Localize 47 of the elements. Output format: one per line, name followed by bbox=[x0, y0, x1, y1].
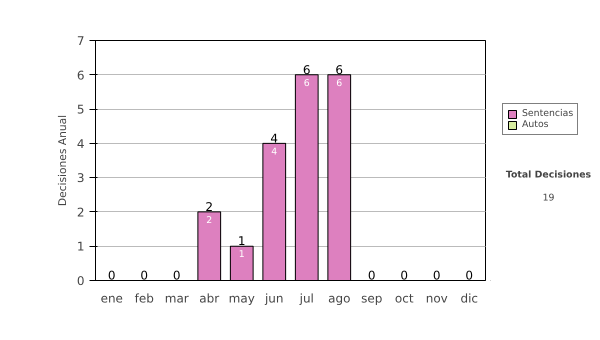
total-label: 0 bbox=[465, 268, 474, 282]
x-tick-label: jul bbox=[298, 292, 314, 306]
total-label: 2 bbox=[205, 200, 214, 214]
x-tick-label: mar bbox=[164, 292, 189, 306]
text: Total Decisiones bbox=[506, 170, 592, 180]
y-axis-title: Decisiones Anual bbox=[56, 114, 69, 206]
total-label: 0 bbox=[172, 268, 181, 282]
y-tick-label: 6 bbox=[76, 68, 85, 82]
legend-label: Autos bbox=[522, 119, 549, 130]
bar bbox=[294, 74, 319, 280]
data-label: 6 bbox=[336, 78, 342, 89]
text: 19 bbox=[542, 192, 554, 204]
y-tick-label: 2 bbox=[76, 205, 85, 220]
total-label: 0 bbox=[108, 268, 116, 282]
bar bbox=[197, 211, 222, 280]
total-label: 1 bbox=[238, 234, 246, 248]
x-tick-label: abr bbox=[199, 292, 220, 306]
bar bbox=[327, 74, 352, 280]
total-label: 0 bbox=[140, 268, 148, 282]
x-tick-label: ago bbox=[328, 292, 350, 306]
data-label: 6 bbox=[304, 78, 310, 89]
x-tick-label: may bbox=[228, 292, 255, 306]
x-tick-label: oct bbox=[394, 292, 414, 306]
total-label: 6 bbox=[335, 62, 344, 77]
data-label: 4 bbox=[271, 146, 278, 158]
y-tick-label: 0 bbox=[76, 274, 85, 288]
bar bbox=[262, 142, 286, 280]
legend-label: Sentencias bbox=[522, 108, 574, 119]
y-tick-label: 4 bbox=[76, 136, 85, 151]
x-tick-label: feb bbox=[134, 292, 154, 306]
total-label: 0 bbox=[432, 268, 441, 282]
x-tick-label: ene bbox=[100, 292, 123, 306]
x-tick-label: sep bbox=[361, 292, 382, 306]
y-tick-label: 1 bbox=[76, 240, 85, 254]
x-tick-label: nov bbox=[426, 292, 448, 306]
total-label: 0 bbox=[400, 268, 408, 282]
total-label: 6 bbox=[302, 62, 311, 77]
x-tick-label: dic bbox=[460, 292, 478, 306]
data-label: 1 bbox=[238, 249, 245, 260]
data-label: 2 bbox=[206, 214, 212, 226]
bar bbox=[230, 246, 254, 280]
y-tick-label: 3 bbox=[76, 171, 85, 186]
total-label: 4 bbox=[270, 131, 278, 146]
y-tick-label: 5 bbox=[76, 102, 85, 117]
total-label: 0 bbox=[368, 268, 376, 282]
x-tick-label: jun bbox=[264, 292, 284, 306]
y-tick-label: 7 bbox=[76, 34, 85, 48]
